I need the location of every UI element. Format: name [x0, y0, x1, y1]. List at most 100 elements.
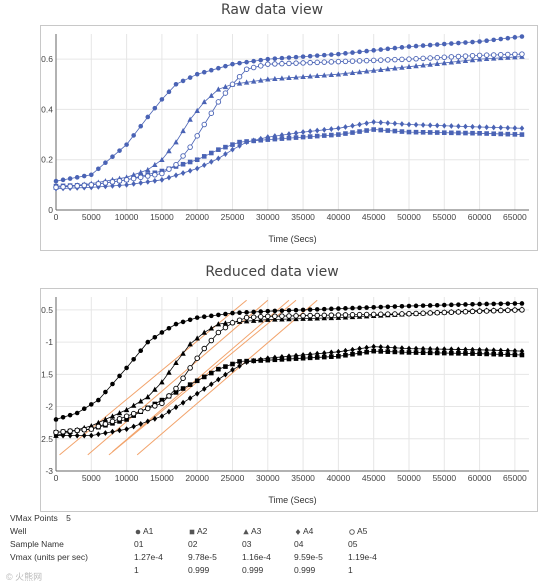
data-point [420, 303, 426, 308]
x-tick-label: 30000 [256, 473, 280, 483]
data-point [336, 51, 341, 57]
data-point [95, 181, 102, 187]
data-point [441, 130, 447, 135]
data-point [413, 350, 419, 355]
data-point [505, 124, 511, 131]
series-2 [53, 348, 525, 435]
data-point [392, 311, 398, 317]
data-point [343, 352, 348, 358]
data-point [490, 307, 497, 314]
data-point [124, 365, 129, 371]
data-point [463, 130, 468, 136]
data-point [187, 365, 193, 371]
vmax-points-row: VMax Points 5 [10, 513, 71, 525]
data-point [378, 349, 384, 354]
data-point [166, 369, 172, 375]
data-point [279, 132, 285, 138]
data-point [286, 353, 292, 360]
data-point [456, 130, 461, 136]
data-point [321, 312, 328, 319]
x-tick-label: 35000 [291, 473, 315, 483]
series-4 [53, 343, 525, 439]
data-point [300, 54, 306, 59]
data-point [244, 139, 249, 146]
data-point [336, 306, 341, 311]
data-point [194, 133, 200, 139]
data-point [406, 44, 412, 49]
series-line [55, 53, 522, 188]
data-point [427, 346, 433, 352]
data-point [427, 303, 433, 308]
data-point [484, 131, 489, 136]
data-point [469, 56, 476, 63]
y-tick-label: -2.5 [41, 434, 53, 444]
data-point [343, 347, 348, 354]
data-point [370, 67, 377, 73]
data-point [300, 134, 306, 140]
marker-icon [349, 529, 355, 535]
data-point [349, 69, 356, 76]
data-point [187, 317, 193, 323]
data-point [498, 51, 504, 58]
data-point [300, 73, 306, 80]
data-point [96, 183, 101, 190]
x-tick-label: 65000 [503, 473, 527, 483]
data-point [173, 390, 179, 395]
data-point [406, 350, 412, 355]
data-point [462, 57, 469, 63]
data-point [364, 120, 369, 127]
x-tick-label: 25000 [221, 212, 245, 222]
data-point [124, 142, 129, 147]
data-point [314, 307, 320, 312]
x-tick-label: 60000 [468, 212, 492, 222]
data-point [173, 385, 179, 392]
marker-icon [295, 528, 301, 535]
data-point [498, 131, 504, 137]
data-point [491, 124, 497, 131]
data-point [209, 67, 214, 73]
x-axis-label: Time (Secs) [268, 234, 316, 244]
data-point [201, 121, 208, 128]
well-marker-icon [243, 528, 249, 535]
data-point [512, 301, 518, 306]
data-point [364, 344, 369, 351]
table-cell: A2 [188, 526, 207, 536]
data-point [413, 56, 419, 62]
data-point [455, 53, 462, 60]
raw-chart-title: Raw data view [220, 2, 324, 18]
data-point [130, 171, 137, 178]
data-point [95, 419, 102, 425]
data-point [173, 359, 179, 366]
data-point [342, 312, 349, 318]
data-point [194, 107, 200, 113]
data-point [314, 72, 320, 79]
data-point [441, 346, 447, 353]
series-3 [53, 53, 525, 190]
data-point [307, 134, 313, 139]
data-point [209, 150, 214, 156]
data-point [377, 57, 384, 63]
data-point [201, 329, 207, 335]
vmax-points-value: 5 [66, 513, 71, 523]
data-point [95, 423, 102, 430]
data-point [336, 132, 341, 137]
data-point [272, 133, 278, 139]
data-point [243, 318, 250, 324]
data-point [53, 184, 59, 191]
data-point [434, 130, 440, 135]
data-point [53, 429, 59, 436]
data-point [187, 159, 193, 165]
data-point [307, 351, 313, 358]
data-point [173, 81, 179, 87]
data-point [456, 123, 461, 130]
data-point [477, 124, 482, 130]
data-point [187, 395, 193, 402]
x-tick-label: 50000 [397, 212, 421, 222]
data-point [145, 405, 151, 412]
data-point [406, 311, 412, 317]
data-point [385, 349, 391, 354]
well-marker-icon [349, 529, 355, 535]
data-point [258, 77, 264, 83]
data-point [109, 179, 116, 185]
data-point [364, 349, 369, 355]
